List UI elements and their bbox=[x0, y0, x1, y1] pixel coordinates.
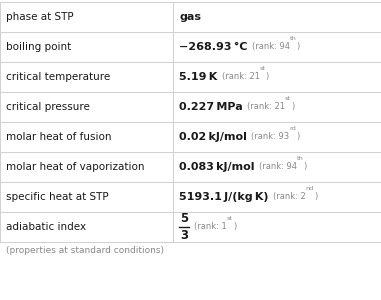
Text: 5193.1 J/(kg K): 5193.1 J/(kg K) bbox=[179, 192, 269, 202]
Text: molar heat of fusion: molar heat of fusion bbox=[6, 132, 112, 142]
Text: gas: gas bbox=[179, 12, 201, 22]
Text: boiling point: boiling point bbox=[6, 42, 71, 52]
Text: th: th bbox=[297, 156, 304, 161]
Text: 5.19 K: 5.19 K bbox=[179, 72, 218, 82]
Text: (rank: 94: (rank: 94 bbox=[259, 163, 297, 172]
Text: st: st bbox=[285, 96, 291, 101]
Text: phase at STP: phase at STP bbox=[6, 12, 74, 22]
Text: 3: 3 bbox=[180, 229, 188, 242]
Text: th: th bbox=[290, 36, 296, 41]
Text: critical temperature: critical temperature bbox=[6, 72, 110, 82]
Text: st: st bbox=[227, 216, 233, 221]
Text: rd: rd bbox=[289, 126, 296, 131]
Text: 5: 5 bbox=[180, 212, 188, 225]
Text: −268.93 °C: −268.93 °C bbox=[179, 42, 248, 52]
Text: ): ) bbox=[304, 163, 307, 172]
Text: specific heat at STP: specific heat at STP bbox=[6, 192, 109, 202]
Text: ): ) bbox=[266, 73, 269, 82]
Bar bbox=[0, 2, 381, 242]
Text: 0.227 MPa: 0.227 MPa bbox=[179, 102, 243, 112]
Text: ): ) bbox=[233, 223, 236, 232]
Text: (rank: 93: (rank: 93 bbox=[251, 133, 289, 142]
Text: (rank: 2: (rank: 2 bbox=[273, 193, 306, 202]
Text: (rank: 94: (rank: 94 bbox=[252, 43, 290, 52]
Text: critical pressure: critical pressure bbox=[6, 102, 90, 112]
Text: ): ) bbox=[314, 193, 317, 202]
Text: 0.02 kJ/mol: 0.02 kJ/mol bbox=[179, 132, 247, 142]
Text: molar heat of vaporization: molar heat of vaporization bbox=[6, 162, 144, 172]
Text: (rank: 21: (rank: 21 bbox=[222, 73, 259, 82]
Text: nd: nd bbox=[306, 186, 314, 191]
Text: adiabatic index: adiabatic index bbox=[6, 222, 86, 232]
Text: ): ) bbox=[296, 133, 299, 142]
Text: ): ) bbox=[291, 103, 295, 112]
Text: (properties at standard conditions): (properties at standard conditions) bbox=[6, 246, 164, 255]
Text: (rank: 21: (rank: 21 bbox=[247, 103, 285, 112]
Text: st: st bbox=[259, 66, 266, 71]
Text: ): ) bbox=[296, 43, 300, 52]
Text: 0.083 kJ/mol: 0.083 kJ/mol bbox=[179, 162, 255, 172]
Text: (rank: 1: (rank: 1 bbox=[194, 223, 227, 232]
